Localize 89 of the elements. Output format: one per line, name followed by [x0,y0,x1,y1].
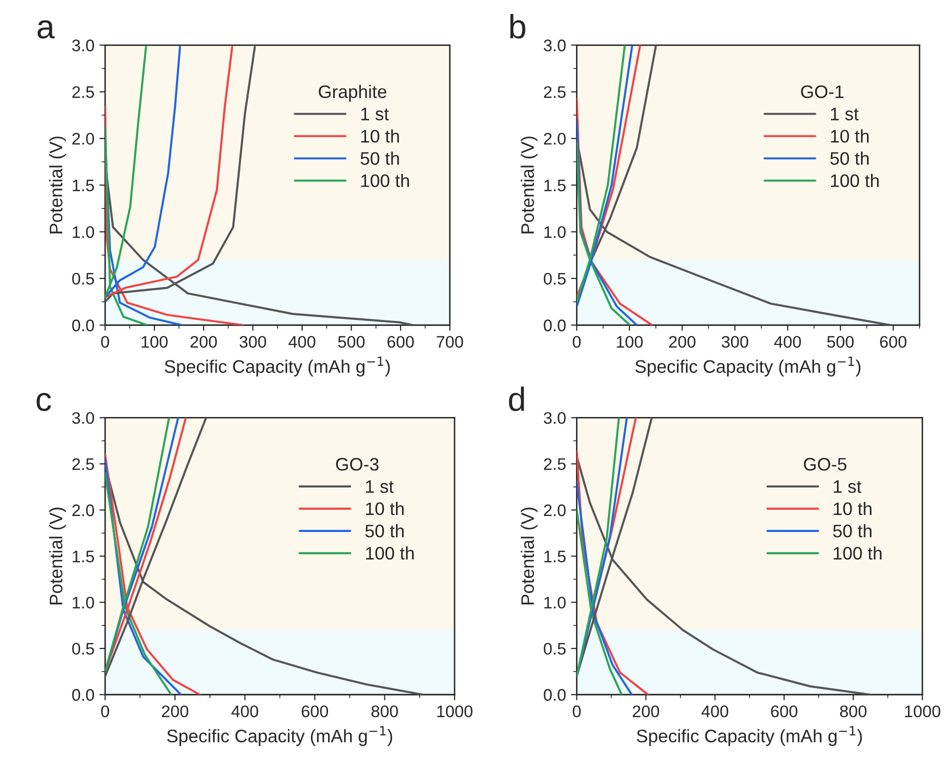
x-tick-label: 600 [880,336,906,348]
y-axis-title: Potential (V) [49,136,66,234]
x-tick-label: 100 [142,336,168,348]
legend-label: 10 th [830,129,869,143]
y-tick-label: 2.0 [544,504,566,516]
x-tick-label: 0 [101,336,110,348]
chart-title: d [508,386,524,412]
legend-label: 50 th [365,524,404,538]
y-tick-label: 3.0 [544,412,566,424]
y-tick-label: 3.0 [72,40,94,52]
x-tick-label: 100 [616,336,643,348]
y-tick-label: 0.0 [544,689,566,701]
legend-label: 1 st [834,480,862,493]
x-tick-label: 400 [774,336,801,348]
chart-title: a [38,20,55,39]
y-tick-label: 0.5 [544,272,566,285]
x-tick-label: 300 [722,336,748,348]
y-tick-label: 0.5 [72,642,94,655]
legend-label: 1 st [361,108,389,120]
y-tick-label: 1.5 [72,550,94,562]
legend-label: 100 th [834,546,882,560]
legend-label: 100 th [361,174,409,188]
x-tick-label: 500 [827,336,854,348]
x-tick-label: 200 [669,336,696,348]
x-tick-label: 1000 [437,705,472,718]
y-tick-label: 2.0 [72,132,94,145]
y-tick-label: 2.5 [72,458,94,470]
x-tick-label: 300 [240,336,266,348]
y-tick-label: 0.5 [72,272,94,285]
x-tick-label: 800 [371,705,398,718]
chart-title: c [36,392,52,412]
y-tick-label: 1.0 [72,596,94,609]
x-tick-label: 800 [840,705,866,718]
x-tick-label: 0 [101,705,110,718]
x-tick-label: 600 [388,336,414,348]
x-axis-title: Specific Capacity (mAh g$^{−1}$) [167,726,392,746]
y-tick-label: 1.0 [544,226,566,238]
legend-label: 50 th [833,524,872,538]
legend-label: 10 th [834,502,872,516]
legend-label: 50 th [360,152,399,165]
y-tick-label: 2.5 [544,458,566,470]
line-series [576,45,642,298]
x-tick-label: 600 [771,705,798,718]
x-tick-label: 500 [338,336,365,348]
y-tick-label: 0.0 [72,320,94,332]
legend-label: 10 th [366,502,404,516]
y-tick-label: 2.0 [544,132,566,145]
y-tick-label: 0.0 [544,320,566,332]
y-tick-label: 0.5 [544,642,566,655]
y-tick-label: 2.5 [72,86,94,98]
x-tick-label: 200 [162,705,188,718]
x-tick-label: 700 [436,336,464,348]
x-tick-label: 400 [231,705,258,718]
x-tick-label: 0 [572,705,581,718]
y-tick-label: 1.5 [72,180,94,192]
legend-label: 1 st [830,108,859,120]
x-tick-label: 200 [190,336,217,348]
legend-label: 10 th [361,129,399,143]
y-axis-title: Potential (V) [520,136,538,234]
y-tick-label: 1.5 [544,550,566,562]
y-tick-label: 1.0 [544,596,566,609]
y-tick-label: 3.0 [544,40,566,52]
line-series [576,97,654,326]
y-axis-title: Potential (V) [49,508,66,604]
y-tick-label: 1.5 [544,180,566,192]
y-tick-label: 0.0 [72,689,94,701]
x-tick-label: 200 [632,705,660,718]
x-tick-label: 400 [288,336,316,348]
chart-title: b [510,14,526,39]
y-tick-label: 2.5 [544,86,566,98]
legend-title: GO-5 [804,458,846,471]
x-tick-label: 600 [302,705,328,718]
legend-label: 100 th [366,546,414,560]
legend-title: GO-1 [801,85,844,98]
x-tick-label: 1000 [905,705,940,718]
y-tick-label: 3.0 [72,412,94,424]
x-tick-label: 0 [572,336,581,348]
legend-title: GO-3 [336,458,379,471]
legend-label: 1 st [366,480,394,493]
y-tick-label: 1.0 [72,226,94,238]
legend-title: Graphite [318,84,386,102]
x-axis-title: Specific Capacity (mAh g$^{−1}$) [164,356,390,377]
legend-label: 100 th [830,174,879,188]
x-axis-title: Specific Capacity (mAh g$^{−1}$) [636,726,862,746]
y-axis-title: Potential (V) [520,508,538,604]
y-tick-label: 2.0 [72,504,94,516]
x-axis-title: Specific Capacity (mAh g$^{−1}$) [635,356,860,377]
legend-label: 50 th [830,152,869,165]
x-tick-label: 400 [701,705,728,718]
